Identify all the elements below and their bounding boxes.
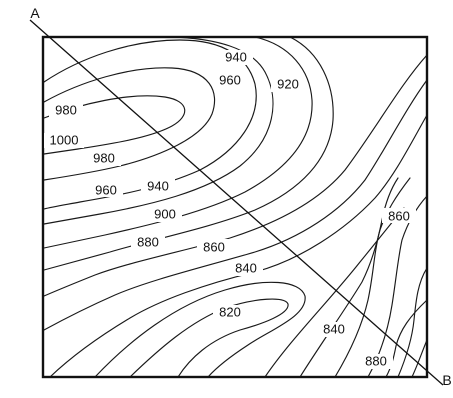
contour-label: 860 bbox=[203, 240, 225, 255]
contour-label: 960 bbox=[95, 183, 117, 198]
section-point-b-label: B bbox=[442, 372, 451, 388]
contour-label: 1000 bbox=[50, 133, 79, 148]
section-line-a-b bbox=[29, 19, 444, 386]
contour-line bbox=[43, 67, 216, 181]
contour-label: 940 bbox=[225, 50, 247, 65]
contour-labels: 940 960 920 980 1000 980 960 940 900 880… bbox=[44, 50, 416, 369]
contour-line bbox=[43, 54, 427, 297]
contour-label: 900 bbox=[154, 207, 176, 222]
contour-label: 960 bbox=[219, 73, 241, 88]
contour-label: 980 bbox=[93, 151, 115, 166]
contour-label: 820 bbox=[219, 305, 241, 320]
contour-line bbox=[43, 39, 257, 210]
contour-label: 860 bbox=[388, 209, 410, 224]
contour-line bbox=[43, 95, 186, 155]
contour-label: 920 bbox=[277, 77, 299, 92]
contour-line bbox=[43, 79, 427, 331]
contour-label: 980 bbox=[55, 103, 77, 118]
contour-line bbox=[264, 207, 405, 377]
contour-line bbox=[299, 177, 399, 377]
contour-line bbox=[129, 298, 289, 377]
contour-label: 880 bbox=[365, 354, 387, 369]
contour-label: 940 bbox=[147, 179, 169, 194]
contour-line bbox=[43, 37, 274, 225]
section-point-a-label: A bbox=[30, 5, 40, 21]
contour-line bbox=[397, 267, 427, 377]
contour-label: 880 bbox=[137, 235, 159, 250]
contour-label: 840 bbox=[235, 261, 257, 276]
contour-line bbox=[94, 281, 306, 377]
contour-line bbox=[43, 37, 313, 249]
contour-line bbox=[334, 177, 411, 377]
contour-lines bbox=[43, 37, 427, 377]
contour-label: 840 bbox=[323, 322, 345, 337]
map-frame bbox=[41, 35, 429, 379]
contour-line bbox=[43, 37, 334, 271]
contour-line bbox=[411, 339, 427, 377]
